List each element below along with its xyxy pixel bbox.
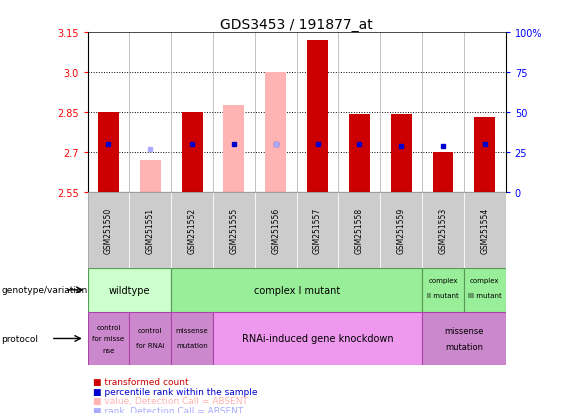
Text: complex I mutant: complex I mutant [254,285,340,295]
Text: GSM251550: GSM251550 [104,207,113,253]
Bar [171,312,213,366]
Text: GSM251554: GSM251554 [480,207,489,253]
Text: III mutant: III mutant [468,292,502,298]
Text: GSM251559: GSM251559 [397,207,406,253]
Bar [475,118,496,192]
Bar [182,112,202,192]
Text: genotype/variation: genotype/variation [1,286,88,294]
Text: complex: complex [470,278,499,284]
Text: for misse: for misse [93,336,124,342]
Bar [129,192,171,268]
Text: complex: complex [428,278,458,284]
Text: protocol: protocol [1,334,38,343]
Text: GSM251558: GSM251558 [355,207,364,253]
Bar [255,192,297,268]
Text: mutation: mutation [445,342,483,351]
Bar [266,73,286,192]
Text: control: control [138,328,163,334]
Text: RNAi-induced gene knockdown: RNAi-induced gene knockdown [242,334,393,344]
Bar [213,312,422,366]
Bar [338,192,380,268]
Text: II mutant: II mutant [427,292,459,298]
Bar [349,115,370,192]
Bar [307,41,328,192]
Text: for RNAi: for RNAi [136,342,164,348]
Bar [129,312,171,366]
Bar [422,192,464,268]
Text: missense: missense [176,328,208,334]
Text: mutation: mutation [176,342,208,348]
Text: GSM251552: GSM251552 [188,207,197,253]
Text: GSM251551: GSM251551 [146,207,155,253]
Text: control: control [96,324,121,330]
Bar [171,268,422,312]
Text: ■ value, Detection Call = ABSENT: ■ value, Detection Call = ABSENT [93,396,248,406]
Text: ■ transformed count: ■ transformed count [93,377,189,386]
Text: nse: nse [102,347,115,354]
Bar [224,106,244,192]
Text: GSM251553: GSM251553 [438,207,447,253]
Text: wildtype: wildtype [108,285,150,295]
Bar [380,192,422,268]
Bar [422,312,506,366]
Bar [171,192,213,268]
Text: GSM251557: GSM251557 [313,207,322,253]
Title: GDS3453 / 191877_at: GDS3453 / 191877_at [220,18,373,32]
Text: GSM251556: GSM251556 [271,207,280,253]
Text: ■ rank, Detection Call = ABSENT: ■ rank, Detection Call = ABSENT [93,406,244,413]
Bar [464,192,506,268]
Bar [433,152,453,192]
Bar [464,268,506,312]
Bar [98,112,119,192]
Bar [88,192,129,268]
Text: ■ percentile rank within the sample: ■ percentile rank within the sample [93,387,258,396]
Bar [213,192,255,268]
Bar [88,312,129,366]
Text: missense: missense [444,326,484,335]
Bar [88,268,171,312]
Bar [140,160,161,192]
Bar [297,192,338,268]
Text: GSM251555: GSM251555 [229,207,238,253]
Bar [391,115,412,192]
Bar [422,268,464,312]
